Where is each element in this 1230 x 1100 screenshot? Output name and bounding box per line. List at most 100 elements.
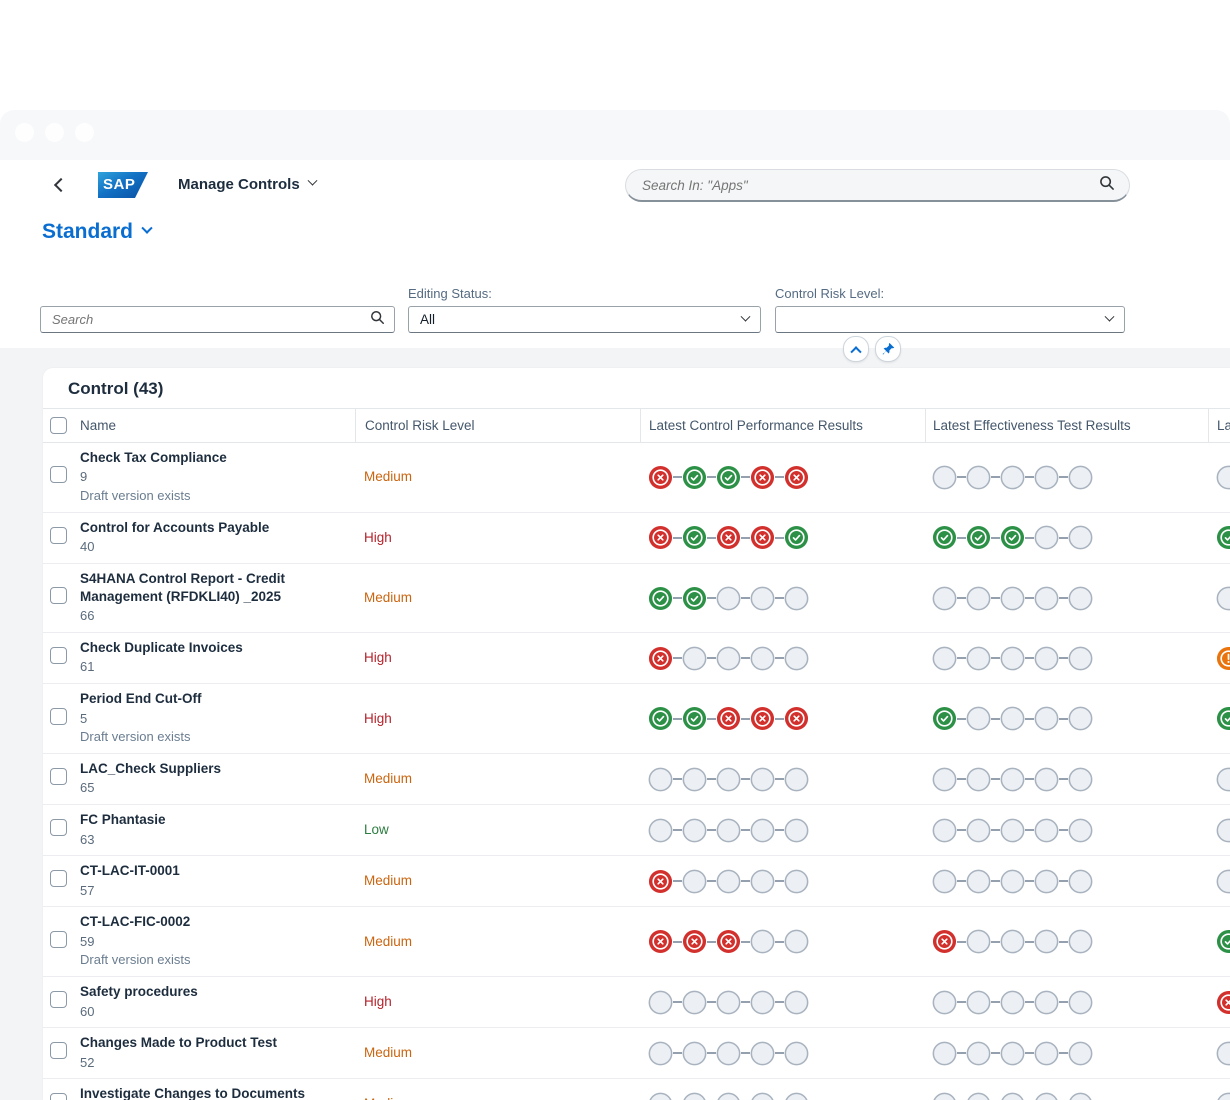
- status-positive-icon: [682, 465, 707, 490]
- editing-status-select[interactable]: All: [408, 306, 761, 333]
- shell-search-input[interactable]: [640, 177, 1099, 194]
- table-row[interactable]: Control for Accounts Payable 40 High: [43, 513, 1230, 564]
- pin-filter-button[interactable]: [875, 336, 901, 362]
- truncated-results-chain: [1216, 646, 1230, 671]
- effectiveness-results-chain: [932, 1092, 1208, 1100]
- status-empty-icon: [1000, 929, 1025, 954]
- status-connector: [673, 778, 682, 780]
- table-row[interactable]: LAC_Check Suppliers 65 Medium: [43, 754, 1230, 805]
- table-row[interactable]: CT-LAC-FIC-0002 59 Draft version exists …: [43, 907, 1230, 977]
- status-connector: [957, 537, 966, 539]
- table-row[interactable]: Check Duplicate Invoices 61 High: [43, 633, 1230, 684]
- sap-logo[interactable]: SAP: [98, 172, 148, 198]
- status-empty-icon: [784, 586, 809, 611]
- status-negative-icon: [750, 525, 775, 550]
- table-row[interactable]: Safety procedures 60 High: [43, 977, 1230, 1028]
- effectiveness-results-chain: [932, 465, 1208, 490]
- pin-icon: [882, 343, 895, 356]
- status-positive-icon: [784, 525, 809, 550]
- status-empty-icon: [1000, 646, 1025, 671]
- column-header-name[interactable]: Name: [80, 409, 355, 442]
- column-header-risk[interactable]: Control Risk Level: [355, 409, 640, 442]
- status-connector: [741, 778, 750, 780]
- status-connector: [991, 597, 1000, 599]
- status-connector: [1025, 657, 1034, 659]
- search-icon[interactable]: [370, 310, 385, 330]
- status-connector: [1059, 1001, 1068, 1003]
- chevron-down-icon: [741, 312, 751, 322]
- status-negative-icon: [716, 929, 741, 954]
- select-all-checkbox[interactable]: [50, 417, 67, 434]
- row-checkbox[interactable]: [50, 768, 67, 785]
- table-row[interactable]: FC Phantasie 63 Low: [43, 805, 1230, 856]
- chevron-left-icon: [54, 178, 68, 192]
- status-empty-icon: [1068, 646, 1093, 671]
- column-header-performance[interactable]: Latest Control Performance Results: [640, 409, 925, 442]
- table-row[interactable]: Period End Cut-Off 5 Draft version exist…: [43, 684, 1230, 754]
- status-empty-icon: [648, 990, 673, 1015]
- control-id: 61: [80, 658, 355, 677]
- status-connector: [673, 476, 682, 478]
- control-id: 59: [80, 933, 355, 952]
- status-connector: [673, 941, 682, 943]
- filter-search[interactable]: [40, 306, 395, 333]
- row-checkbox[interactable]: [50, 819, 67, 836]
- status-connector: [991, 476, 1000, 478]
- row-checkbox[interactable]: [50, 708, 67, 725]
- status-empty-icon: [1034, 586, 1059, 611]
- status-empty-icon: [1034, 1092, 1059, 1100]
- column-header-truncated[interactable]: La: [1208, 409, 1230, 442]
- control-id: 66: [80, 607, 355, 626]
- chevron-down-icon: [141, 223, 152, 234]
- back-button[interactable]: [56, 177, 74, 195]
- row-checkbox[interactable]: [50, 466, 67, 483]
- status-empty-icon: [1068, 818, 1093, 843]
- status-positive-icon: [1000, 525, 1025, 550]
- app-title-menu[interactable]: Manage Controls: [178, 176, 316, 193]
- variant-selector[interactable]: Standard: [42, 220, 151, 244]
- row-checkbox[interactable]: [50, 1042, 67, 1059]
- status-negative-icon: [784, 706, 809, 731]
- status-empty-icon: [648, 1092, 673, 1100]
- row-checkbox[interactable]: [50, 931, 67, 948]
- status-negative-icon: [1216, 990, 1230, 1015]
- control-id: 63: [80, 831, 355, 850]
- editing-status-value: All: [420, 312, 435, 327]
- status-connector: [1059, 1052, 1068, 1054]
- status-empty-icon: [716, 818, 741, 843]
- row-checkbox[interactable]: [50, 991, 67, 1008]
- effectiveness-results-chain: [932, 586, 1208, 611]
- table-row[interactable]: CT-LAC-IT-0001 57 Medium: [43, 856, 1230, 907]
- table-row[interactable]: Changes Made to Product Test 52 Medium: [43, 1028, 1230, 1079]
- filter-search-input[interactable]: [50, 311, 370, 328]
- table-row[interactable]: S4HANA Control Report - Credit Managemen…: [43, 564, 1230, 633]
- table-row[interactable]: Investigate Changes to Documents 19 Medi…: [43, 1079, 1230, 1100]
- collapse-filter-button[interactable]: [843, 336, 869, 362]
- column-header-effectiveness[interactable]: Latest Effectiveness Test Results: [925, 409, 1208, 442]
- risk-level-label: Control Risk Level:: [775, 286, 884, 301]
- status-connector: [957, 880, 966, 882]
- table-row[interactable]: Check Tax Compliance 9 Draft version exi…: [43, 443, 1230, 513]
- row-checkbox[interactable]: [50, 587, 67, 604]
- row-checkbox[interactable]: [50, 1093, 67, 1100]
- row-checkbox[interactable]: [50, 870, 67, 887]
- performance-results-chain: [648, 929, 925, 954]
- status-connector: [741, 1052, 750, 1054]
- shell-search[interactable]: [625, 169, 1130, 202]
- status-empty-icon: [966, 1092, 991, 1100]
- risk-level-select[interactable]: [775, 306, 1125, 333]
- status-empty-icon: [1068, 1092, 1093, 1100]
- status-connector: [991, 941, 1000, 943]
- status-empty-icon: [1034, 525, 1059, 550]
- status-connector: [1025, 718, 1034, 720]
- status-empty-icon: [716, 767, 741, 792]
- page-title: Manage Controls: [178, 176, 300, 193]
- search-icon[interactable]: [1099, 175, 1115, 196]
- row-checkbox[interactable]: [50, 647, 67, 664]
- risk-level-badge: High: [364, 994, 392, 1009]
- risk-level-badge: High: [364, 711, 392, 726]
- status-empty-icon: [750, 646, 775, 671]
- row-checkbox[interactable]: [50, 527, 67, 544]
- status-empty-icon: [682, 869, 707, 894]
- status-connector: [741, 880, 750, 882]
